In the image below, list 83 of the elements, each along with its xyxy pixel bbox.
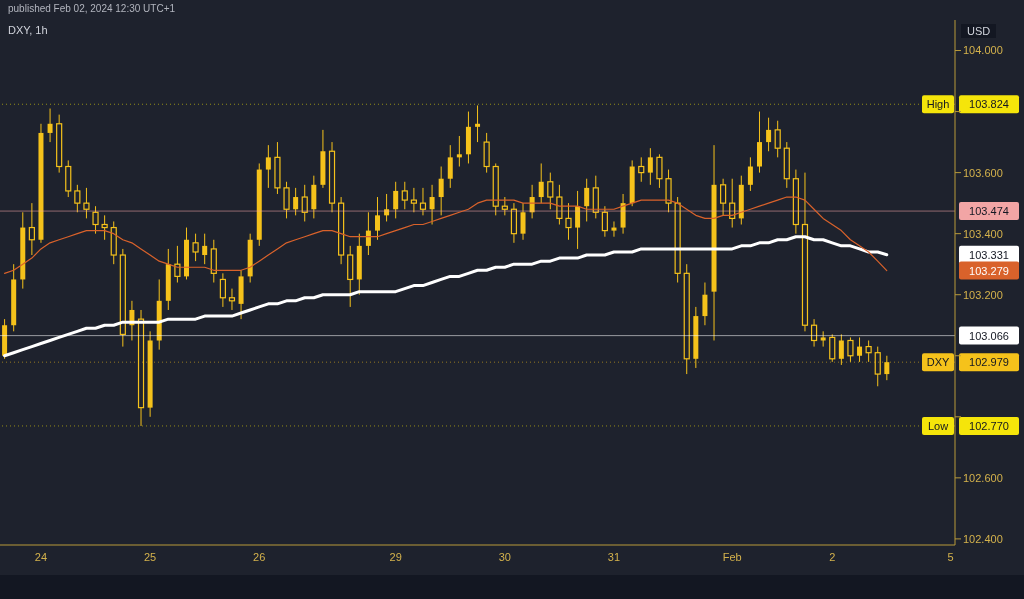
candlestick — [419, 187, 427, 216]
candlestick — [857, 336, 863, 363]
candlestick — [611, 220, 617, 238]
candlestick — [375, 196, 380, 241]
candlestick — [47, 108, 53, 143]
candlestick — [547, 172, 554, 210]
ref-line-label: Low — [927, 419, 949, 432]
candlestick — [393, 181, 399, 219]
candlestick — [747, 156, 753, 192]
candlestick — [656, 153, 663, 189]
ref-line-label: High — [926, 98, 950, 111]
candlestick — [265, 144, 271, 189]
x-tick-label: 31 — [607, 550, 621, 563]
x-tick-label: 29 — [389, 550, 402, 563]
candlestick — [702, 282, 708, 326]
x-tick-label: Feb — [722, 550, 742, 563]
candlestick — [538, 162, 544, 204]
text: 103.331 — [969, 248, 1009, 261]
candlestick — [83, 187, 90, 219]
candlestick — [829, 333, 836, 363]
candlestick — [74, 184, 81, 213]
candlestick — [174, 245, 181, 283]
candlestick — [384, 193, 390, 222]
candlestick — [410, 187, 417, 213]
text: 103.066 — [969, 329, 1009, 342]
candlestick — [219, 272, 226, 308]
candlestick — [774, 120, 781, 158]
text: 102.979 — [969, 356, 1009, 369]
ref-line-label: DXY — [926, 356, 950, 369]
candlestick — [601, 205, 608, 238]
candlestick — [638, 156, 645, 183]
candlestick — [475, 104, 481, 143]
x-tick-label: 30 — [498, 550, 511, 563]
candlestick — [101, 214, 108, 241]
candlestick — [729, 178, 736, 229]
candlestick — [438, 166, 444, 216]
candlestick — [810, 318, 818, 348]
candlestick — [874, 346, 881, 387]
candlestick — [429, 184, 435, 226]
y-tick-label: 102.400 — [963, 532, 1003, 545]
candlestick — [293, 187, 299, 216]
y-tick-label: 103.600 — [963, 166, 1003, 179]
candlestick — [283, 181, 290, 219]
candlestick — [584, 178, 590, 222]
text: 103.474 — [969, 205, 1009, 218]
chart-title: DXY, 1h — [8, 24, 48, 36]
x-tick-label: 2 — [829, 550, 836, 563]
y-tick-label: 103.200 — [963, 288, 1003, 301]
x-tick-label: 5 — [947, 550, 954, 563]
y-tick-label: 104.000 — [963, 44, 1003, 57]
candlestick — [365, 211, 371, 256]
candlestick — [92, 205, 99, 235]
candlestick — [401, 181, 408, 210]
y-tick-label: 103.400 — [963, 227, 1003, 240]
text: 103.824 — [969, 98, 1009, 111]
candlestick — [766, 117, 772, 152]
y-axis-title: USD — [961, 24, 997, 38]
x-tick-label: 25 — [143, 550, 157, 563]
candlestick — [501, 196, 508, 216]
candlestick — [556, 184, 563, 226]
candlestick — [202, 233, 208, 265]
text: 102.770 — [969, 419, 1009, 432]
candlestick — [520, 202, 526, 241]
candlestick — [447, 144, 453, 189]
candlestick — [575, 190, 581, 250]
candlestick — [192, 233, 199, 262]
candlestick — [720, 178, 727, 216]
chart-subtitle: published Feb 02, 2024 12:30 UTC+1 — [8, 3, 176, 14]
candlestick — [838, 333, 844, 366]
candlestick — [228, 288, 236, 311]
line-series — [3, 235, 889, 358]
y-tick-label: 102.600 — [963, 471, 1003, 484]
candlestick — [456, 135, 462, 168]
candlestick — [647, 147, 653, 186]
text: 103.279 — [969, 264, 1009, 277]
candlestick — [301, 184, 308, 222]
candlestick — [847, 336, 854, 363]
candlestick — [565, 202, 572, 241]
candlestick — [865, 339, 872, 363]
candlestick — [884, 355, 890, 381]
candlestick — [28, 202, 35, 256]
x-tick-label: 24 — [34, 550, 48, 563]
x-tick-label: 26 — [253, 550, 266, 563]
